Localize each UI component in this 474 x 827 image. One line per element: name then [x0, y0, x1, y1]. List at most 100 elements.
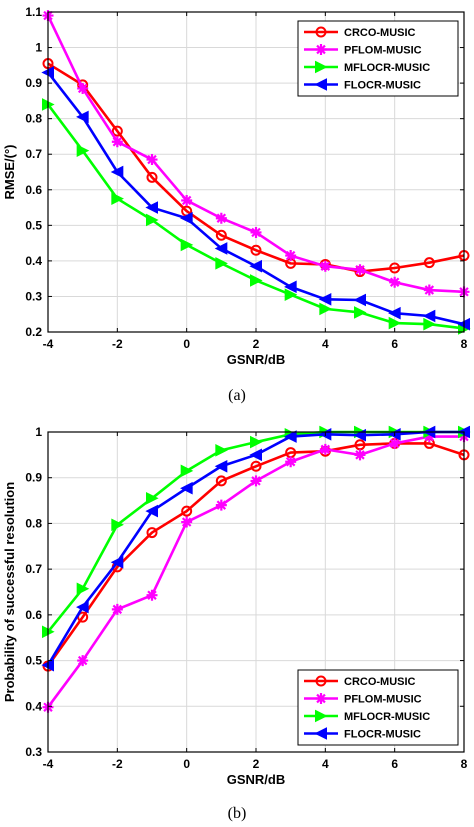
- data-point-mflocr-music: [354, 306, 367, 319]
- data-point-pflom-music: [146, 154, 158, 166]
- y-tick-label: 0.9: [25, 471, 42, 485]
- data-point-pflom-music: [77, 655, 89, 667]
- x-tick-label: -4: [43, 757, 54, 771]
- data-point-pflom-music: [354, 264, 366, 276]
- series-line-crco-music: [47, 62, 465, 273]
- y-tick-label: 0.5: [25, 654, 42, 668]
- data-point-flocr-music: [388, 306, 401, 320]
- data-point-crco-music: [146, 527, 158, 539]
- x-tick-label: 4: [322, 757, 329, 771]
- data-point-mflocr-music: [180, 464, 194, 478]
- data-point-flocr-music: [180, 211, 193, 225]
- data-point-pflom-music: [319, 260, 331, 272]
- x-tick-label: 4: [322, 337, 329, 351]
- legend-label: CRCO-MUSIC: [344, 27, 416, 39]
- data-point-flocr-music: [214, 459, 228, 473]
- x-tick-label: -2: [112, 757, 123, 771]
- data-point-flocr-music: [110, 165, 124, 179]
- legend-label: MFLOCR-MUSIC: [344, 711, 430, 723]
- data-point-pflom-music: [146, 589, 158, 601]
- data-point-flocr-music: [110, 555, 124, 569]
- data-point-mflocr-music: [284, 288, 298, 301]
- legend-marker: [314, 727, 327, 740]
- data-point-flocr-music: [249, 259, 262, 273]
- data-point-flocr-music: [422, 309, 436, 323]
- y-tick-label: 0.7: [25, 562, 42, 576]
- chart-panel-b: -4 -2 0 2 4 6 8 0.3 0.4 0.5 0.6 0.7 0.8 0.9 1 GSNR/dB Pr…: [2, 425, 471, 822]
- data-point-flocr-music: [353, 293, 366, 307]
- chart-panel-a: -4 -2 0 2 4 6 8 0.2 0.3 0.4 0.5 0.6 0.7 0.8 0.9 1 1.1 GSN…: [2, 5, 471, 404]
- data-point-crco-music: [111, 125, 123, 137]
- data-point-flocr-music: [284, 280, 297, 294]
- y-tick-label: 0.4: [25, 699, 42, 713]
- x-tick-label: 6: [391, 337, 398, 351]
- y-tick-label: 0.7: [25, 147, 42, 161]
- data-point-mflocr-music: [388, 316, 402, 330]
- data-point-pflom-music: [423, 431, 435, 443]
- data-point-flocr-music: [145, 504, 158, 518]
- data-point-crco-music: [146, 171, 158, 183]
- data-point-crco-music: [215, 229, 227, 241]
- y-tick-label: 0.9: [25, 76, 42, 90]
- data-point-mflocr-music: [111, 192, 124, 205]
- data-point-flocr-music: [249, 448, 262, 462]
- data-point-pflom-music: [215, 499, 227, 511]
- data-point-crco-music: [181, 505, 193, 517]
- legend-label: CRCO-MUSIC: [344, 676, 416, 688]
- legend-label: PFLOM-MUSIC: [344, 694, 422, 706]
- legend-marker: [315, 26, 327, 38]
- y-tick-label: 0.6: [25, 183, 42, 197]
- y-tick-label: 0.8: [25, 112, 42, 126]
- data-point-flocr-music: [76, 110, 89, 124]
- data-point-flocr-music: [318, 292, 332, 306]
- data-point-mflocr-music: [250, 274, 263, 287]
- data-point-mflocr-music: [180, 238, 194, 252]
- data-point-crco-music: [354, 439, 366, 451]
- data-point-mflocr-music: [146, 491, 159, 505]
- x-axis-label: GSNR/dB: [227, 772, 286, 787]
- y-tick-label: 0.6: [25, 608, 42, 622]
- data-point-pflom-music: [111, 603, 123, 615]
- x-axis-label: GSNR/dB: [227, 352, 286, 367]
- y-tick-label: 0.2: [25, 325, 42, 339]
- x-tick-label: -4: [43, 337, 54, 351]
- data-point-pflom-music: [215, 212, 227, 224]
- legend-marker: [314, 78, 327, 91]
- legend-marker: [315, 709, 328, 723]
- legend-label: MFLOCR-MUSIC: [344, 62, 430, 74]
- data-point-flocr-music: [180, 481, 193, 495]
- data-point-mflocr-music: [250, 435, 263, 449]
- data-point-mflocr-music: [319, 302, 332, 316]
- legend-label: FLOCR-MUSIC: [344, 729, 421, 741]
- legend: CRCO-MUSIC PFLOM-MUSIC MFLOCR-MUSIC FLOCR-M…: [297, 20, 459, 97]
- data-point-mflocr-music: [215, 443, 228, 457]
- x-tick-label: 2: [253, 757, 260, 771]
- data-point-pflom-music: [423, 284, 435, 296]
- x-tick-label: 8: [461, 757, 468, 771]
- y-tick-label: 0.3: [25, 289, 42, 303]
- data-point-crco-music: [250, 244, 262, 256]
- legend-marker: [315, 60, 328, 74]
- data-point-pflom-music: [181, 194, 193, 206]
- y-tick-label: 0.3: [25, 745, 42, 759]
- data-point-flocr-music: [145, 201, 158, 214]
- data-point-flocr-music: [214, 242, 228, 255]
- data-point-mflocr-music: [146, 213, 159, 227]
- data-point-mflocr-music: [111, 518, 124, 532]
- data-point-crco-music: [389, 262, 401, 274]
- data-point-pflom-music: [285, 456, 297, 468]
- x-tick-label: 0: [183, 337, 190, 351]
- y-axis-label: Probability of successful resolution: [2, 482, 17, 702]
- y-tick-label: 1.1: [25, 5, 42, 19]
- data-point-pflom-music: [250, 226, 262, 238]
- y-axis-label: RMSE/(°): [2, 144, 17, 199]
- data-point-crco-music: [423, 257, 435, 269]
- data-point-mflocr-music: [215, 257, 228, 270]
- data-point-pflom-music: [77, 82, 89, 94]
- y-tick-label: 1: [35, 41, 42, 55]
- data-point-crco-music: [250, 460, 262, 472]
- data-point-pflom-music: [181, 516, 193, 528]
- data-point-flocr-music: [76, 600, 89, 614]
- legend-marker: [315, 44, 327, 55]
